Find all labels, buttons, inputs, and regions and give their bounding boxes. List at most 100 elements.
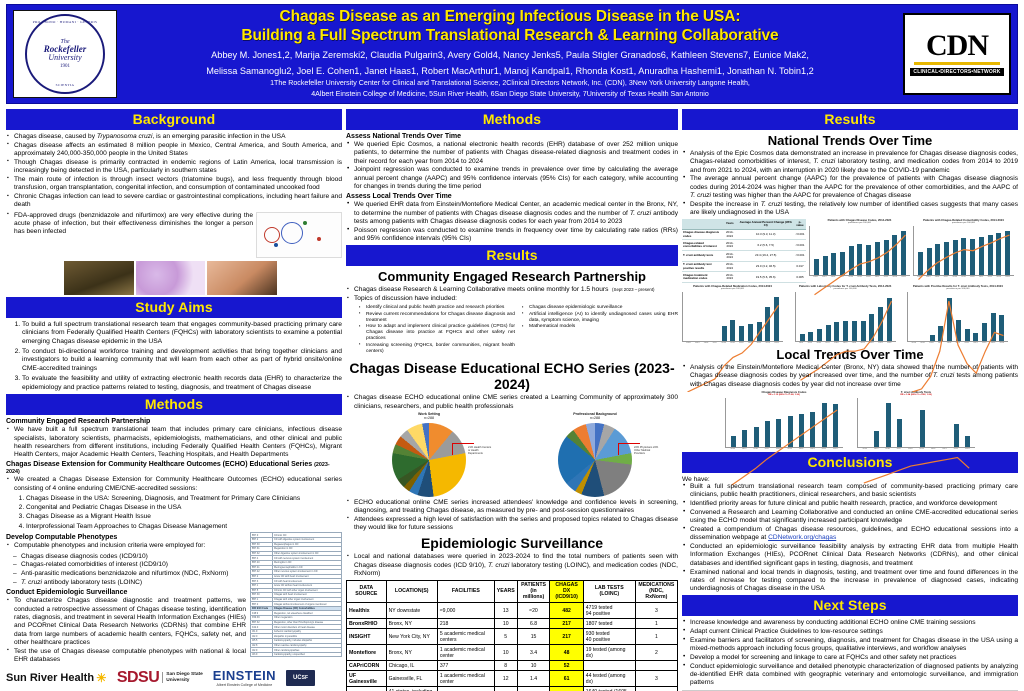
chart-subtitle: RR = 1.19 (95% CI = 1.08, 1.30) xyxy=(768,394,800,397)
x-tick-label: 2016 xyxy=(753,448,758,451)
background-photo-strip xyxy=(6,259,342,295)
local-trends-title: Local Trends Over Time xyxy=(776,347,924,363)
bar xyxy=(1005,231,1011,276)
cell-value: 3 xyxy=(634,686,679,691)
chart-tcruzi-lab-codes: Patients with Laboratory Codes for T. cr… xyxy=(794,284,896,344)
list-item: Chagas-related comorbidities of interest… xyxy=(12,561,246,570)
cdnetwork-chagas-link[interactable]: CDNetwork.org/chagas xyxy=(768,534,837,542)
cell-value: 12 xyxy=(493,670,518,688)
data-source-table: DATA SOURCE LOCATION(S) FACILITIES YEARS PATI… xyxy=(346,580,679,691)
bar xyxy=(917,252,923,276)
aapc-value: 2014-2024 xyxy=(722,250,738,262)
section-header-next-steps: Next Steps xyxy=(682,595,1018,617)
pie1-n: n=288 xyxy=(423,415,435,420)
list-item: Examined national and local trends in di… xyxy=(682,568,1018,594)
cell-value: 1640 tested (1605 donors) xyxy=(582,686,636,691)
chart-plot-area xyxy=(913,226,1014,276)
list-item: Chagas disease Research & Learning Colla… xyxy=(346,286,678,294)
bar xyxy=(787,416,793,448)
list-item: To build a full spectrum translational r… xyxy=(22,321,342,347)
bar xyxy=(981,322,987,342)
bar xyxy=(742,429,748,448)
list-item: Chagas Disease in the USA: Screening, Di… xyxy=(26,495,342,504)
x-tick-label: 2020 xyxy=(739,342,744,345)
surveillance-bullets: To characterize Chagas disease diagnosti… xyxy=(6,597,246,664)
section-header-results-mid: Results xyxy=(346,245,678,267)
author-line-2: Melissa Samanoglu2, Joel E. Cohen1, Jane… xyxy=(206,65,814,76)
cdn-mark: CDN xyxy=(926,29,989,63)
bar xyxy=(886,297,892,342)
x-tick-label: 2016 xyxy=(934,276,940,279)
table-row: Healthix NY downstate ≈9,000 13 ≈20 482 4719 t… xyxy=(346,602,679,620)
chart-chagas-medication-codes: Patients with Chagas-Related Medication … xyxy=(682,284,783,345)
aapc-value: 2014-2024 xyxy=(722,271,738,284)
list-item: Chagas disease diagnosis codes (ICD9/10) xyxy=(12,553,246,562)
column-left: Background Chagas disease, caused by Try… xyxy=(6,107,342,691)
bar xyxy=(885,402,891,448)
cell-data-source: INSIGHT xyxy=(346,628,387,646)
x-tick-label: 2022 xyxy=(953,448,959,451)
assess-local-subhead: Assess Local Trends Over Time xyxy=(346,193,452,201)
chart-plot-area xyxy=(907,292,1009,342)
cell-value: ≈25 xyxy=(516,686,551,691)
icd-code: I43.9 xyxy=(250,651,273,658)
list-item: Interprofessional Team Approaches to Cha… xyxy=(26,523,342,532)
cell-value: 19 tested (among dx) xyxy=(582,644,636,662)
table-row: CAPriCORN Chicago, IL 377 8 10 52 xyxy=(346,660,679,672)
x-tick-label: 2017 xyxy=(825,342,830,345)
section-header-methods-mid: Methods xyxy=(346,109,678,130)
x-tick-label: 2024 xyxy=(886,342,892,345)
bar xyxy=(897,418,903,448)
bar xyxy=(747,324,753,342)
list-item: Increasing screening (FQHCs, border comm… xyxy=(358,342,515,355)
chart-bars xyxy=(858,398,975,448)
x-tick-label: 2019 xyxy=(919,448,924,451)
echo-subhead-years: (2023-2024) xyxy=(6,462,330,476)
x-tick-label: 2020 xyxy=(798,448,804,451)
bar xyxy=(753,426,759,448)
bar xyxy=(822,256,828,276)
x-tick-label: 2019 xyxy=(730,342,735,345)
bar xyxy=(901,231,907,276)
chart-x-axis: 2014 2015 2016 2017 2018 2019 2020 2021 2022 2023… xyxy=(795,342,896,344)
list-item: Increase knowledge and awareness by cond… xyxy=(682,618,1018,627)
bar xyxy=(869,313,875,342)
cerp-meeting-text: Chagas disease Research & Learning Colla… xyxy=(354,286,609,294)
aapc-row-label: T. cruzi antibody test positive results xyxy=(682,261,722,273)
x-tick-label: 2015 xyxy=(920,342,925,345)
column-middle: Methods Assess National Trends Over Time… xyxy=(346,107,678,691)
x-tick-label: 2023 xyxy=(990,342,996,345)
x-tick-label: 2020 xyxy=(866,276,871,279)
bar xyxy=(730,319,736,342)
chart-title: Patients with Positive Results for T. cr… xyxy=(912,284,1003,289)
seal-name: Rockefeller xyxy=(43,44,87,54)
list-item: Congenital and Pediatric Chagas Disease … xyxy=(26,504,342,513)
seal-univ: University xyxy=(48,53,82,62)
x-tick-label: 2015 xyxy=(925,276,931,279)
bar xyxy=(721,326,727,342)
surveillance-subhead: Conduct Epidemiologic Surveillance xyxy=(6,589,128,597)
pie-chart-professional-background: Professional Background n=288 22% Physic… xyxy=(558,412,658,497)
column-right: Results National Trends Over Time Analys… xyxy=(682,107,1018,691)
cdn-logo: CDN CLINICAL•DIRECTORS•NETWORK xyxy=(903,13,1011,95)
cell-value: 10 xyxy=(493,644,518,662)
bar xyxy=(973,333,979,342)
list-item: We created a Chagas Disease Extension fo… xyxy=(6,476,342,493)
x-tick-label: 2018 xyxy=(834,342,839,345)
x-tick-label: 2014 xyxy=(730,448,735,451)
x-tick-label: 2015 xyxy=(821,276,827,279)
chart-bars xyxy=(726,398,843,448)
life-cycle-diagram-image xyxy=(256,211,342,258)
bar xyxy=(866,244,872,276)
cell-data-source: Montefiore xyxy=(346,644,387,662)
chart-chagas-comorbidity-codes: Patients with Chagas-Related Comorbidity… xyxy=(913,219,1014,278)
cell-value: 218 xyxy=(436,618,495,630)
chart-chagas-disease-codes: Patients with Chagas Disease Codes, 2014… xyxy=(809,219,910,278)
pie1-title: Work Setting xyxy=(417,411,441,416)
list-item: The average annual percent change (AAPC)… xyxy=(682,174,1018,200)
chart-subtitle: prevalence per 100,000 xyxy=(721,288,744,291)
list-item: Mathematical models xyxy=(521,324,678,330)
cell-value: 3 xyxy=(634,602,679,620)
chart-subtitle: prevalence per 100,000 xyxy=(848,222,871,225)
list-item: Chagas disease epidemiologic surveillanc… xyxy=(521,305,678,311)
